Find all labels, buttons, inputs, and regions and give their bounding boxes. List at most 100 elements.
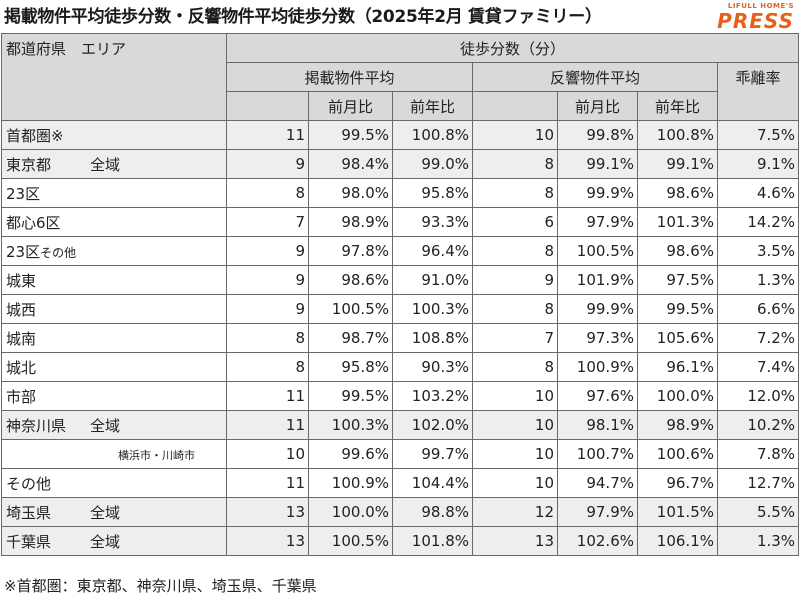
response-mom-cell: 99.8% xyxy=(557,120,638,150)
listed-yoy-cell: 100.3% xyxy=(392,294,473,324)
prefecture-name: 埼玉県 xyxy=(6,503,52,522)
response-value-cell: 7 xyxy=(472,323,558,353)
area-cell: 都心6区 xyxy=(1,207,227,237)
header-response-mom: 前月比 xyxy=(557,91,638,121)
area-cell: 城西 xyxy=(1,294,227,324)
listed-mom-cell: 99.5% xyxy=(308,120,393,150)
listed-value-cell: 9 xyxy=(226,265,309,295)
response-yoy-cell: 97.5% xyxy=(637,265,718,295)
area-name: その他 xyxy=(6,474,52,493)
divergence-rate-cell: 3.5% xyxy=(716,236,800,266)
area-name: 全域 xyxy=(90,532,121,551)
table-row: 城南 8 98.7% 108.8% 7 97.3% 105.6% 7.2% xyxy=(1,323,800,353)
listed-yoy-cell: 103.2% xyxy=(392,381,473,411)
listed-mom-cell: 99.5% xyxy=(308,381,393,411)
area-name: 都心6区 xyxy=(6,213,61,232)
response-yoy-cell: 105.6% xyxy=(637,323,718,353)
listed-yoy-cell: 100.8% xyxy=(392,120,473,150)
response-value-cell: 8 xyxy=(472,352,558,382)
table-row: 横浜市・川崎市 10 99.6% 99.7% 10 100.7% 100.6% 7.8% xyxy=(1,439,800,469)
header-listed-yoy: 前年比 xyxy=(392,91,473,121)
listed-mom-cell: 100.0% xyxy=(308,497,393,527)
listed-value-cell: 13 xyxy=(226,526,309,556)
response-mom-cell: 97.6% xyxy=(557,381,638,411)
area-cell: 市部 xyxy=(1,381,227,411)
footnote: ※首都圏：東京都、神奈川県、埼玉県、千葉県 xyxy=(4,577,317,595)
response-yoy-cell: 101.5% xyxy=(637,497,718,527)
area-cell: 千葉県 全域 xyxy=(1,526,227,556)
divergence-rate-cell: 14.2% xyxy=(716,207,800,237)
listed-value-cell: 9 xyxy=(226,294,309,324)
response-mom-cell: 102.6% xyxy=(557,526,638,556)
area-cell: 横浜市・川崎市 xyxy=(1,439,227,469)
area-name: 全域 xyxy=(90,503,121,522)
listed-yoy-cell: 90.3% xyxy=(392,352,473,382)
response-yoy-cell: 98.9% xyxy=(637,410,718,440)
divergence-rate-cell: 7.2% xyxy=(716,323,800,353)
listed-mom-cell: 99.6% xyxy=(308,439,393,469)
response-yoy-cell: 96.1% xyxy=(637,352,718,382)
response-yoy-cell: 106.1% xyxy=(637,526,718,556)
table-row: 市部 11 99.5% 103.2% 10 97.6% 100.0% 12.0% xyxy=(1,381,800,411)
response-value-cell: 8 xyxy=(472,149,558,179)
response-value-cell: 9 xyxy=(472,265,558,295)
listed-mom-cell: 98.0% xyxy=(308,178,393,208)
table-row: 東京都 全域 9 98.4% 99.0% 8 99.1% 99.1% 9.1% xyxy=(1,149,800,179)
response-mom-cell: 98.1% xyxy=(557,410,638,440)
response-value-cell: 10 xyxy=(472,439,558,469)
response-mom-cell: 97.9% xyxy=(557,207,638,237)
table-row: 首都圏※ 11 99.5% 100.8% 10 99.8% 100.8% 7.5% xyxy=(1,120,800,150)
area-cell: 神奈川県 全域 xyxy=(1,410,227,440)
divergence-rate-cell: 10.2% xyxy=(716,410,800,440)
table-row: その他 11 100.9% 104.4% 10 94.7% 96.7% 12.7% xyxy=(1,468,800,498)
area-cell: 城東 xyxy=(1,265,227,295)
response-mom-cell: 97.9% xyxy=(557,497,638,527)
divergence-rate-cell: 9.1% xyxy=(716,149,800,179)
listed-mom-cell: 100.5% xyxy=(308,294,393,324)
listed-value-cell: 9 xyxy=(226,149,309,179)
table-row: 23区 8 98.0% 95.8% 8 99.9% 98.6% 4.6% xyxy=(1,178,800,208)
prefecture-name: 首都圏※ xyxy=(6,126,64,145)
listed-value-cell: 8 xyxy=(226,323,309,353)
response-value-cell: 8 xyxy=(472,178,558,208)
area-name: 横浜市・川崎市 xyxy=(118,449,195,462)
area-name: 全域 xyxy=(90,416,121,435)
listed-mom-cell: 100.3% xyxy=(308,410,393,440)
logo-top-text: LIFULL HOME'S xyxy=(727,2,794,10)
listed-yoy-cell: 101.8% xyxy=(392,526,473,556)
area-name: 23区 xyxy=(6,242,41,261)
table-row: 城東 9 98.6% 91.0% 9 101.9% 97.5% 1.3% xyxy=(1,265,800,295)
header-blank-response xyxy=(472,91,558,121)
area-name: 城南 xyxy=(6,329,37,348)
divergence-rate-cell: 4.6% xyxy=(716,178,800,208)
area-cell: その他 xyxy=(1,468,227,498)
listed-mom-cell: 95.8% xyxy=(308,352,393,382)
listed-value-cell: 11 xyxy=(226,381,309,411)
response-yoy-cell: 101.3% xyxy=(637,207,718,237)
divergence-rate-cell: 12.7% xyxy=(716,468,800,498)
header-listed-avg: 掲載物件平均 xyxy=(226,62,473,92)
response-value-cell: 8 xyxy=(472,294,558,324)
logo-main-text: PRESS xyxy=(717,9,794,33)
table-row: 23区その他 9 97.8% 96.4% 8 100.5% 98.6% 3.5% xyxy=(1,236,800,266)
response-yoy-cell: 99.5% xyxy=(637,294,718,324)
divergence-rate-cell: 7.8% xyxy=(716,439,800,469)
response-mom-cell: 100.9% xyxy=(557,352,638,382)
response-mom-cell: 97.3% xyxy=(557,323,638,353)
listed-yoy-cell: 93.3% xyxy=(392,207,473,237)
divergence-rate-cell: 7.4% xyxy=(716,352,800,382)
area-cell: 23区 xyxy=(1,178,227,208)
area-name: 23区 xyxy=(6,184,41,203)
listed-yoy-cell: 95.8% xyxy=(392,178,473,208)
response-yoy-cell: 100.6% xyxy=(637,439,718,469)
press-logo: LIFULL HOME'S PRESS xyxy=(694,2,794,32)
table-row: 神奈川県 全域 11 100.3% 102.0% 10 98.1% 98.9% 10.2% xyxy=(1,410,800,440)
listed-value-cell: 9 xyxy=(226,236,309,266)
response-value-cell: 10 xyxy=(472,381,558,411)
header-area: 都道府県 エリア xyxy=(1,33,227,121)
walk-minutes-table: 都道府県 エリア 徒歩分数（分） 掲載物件平均 反響物件平均 乖離率 前月比 前… xyxy=(1,33,800,556)
response-value-cell: 6 xyxy=(472,207,558,237)
prefecture-name: 神奈川県 xyxy=(6,416,67,435)
table-row: 埼玉県 全域 13 100.0% 98.8% 12 97.9% 101.5% 5.5% xyxy=(1,497,800,527)
area-cell: 東京都 全域 xyxy=(1,149,227,179)
